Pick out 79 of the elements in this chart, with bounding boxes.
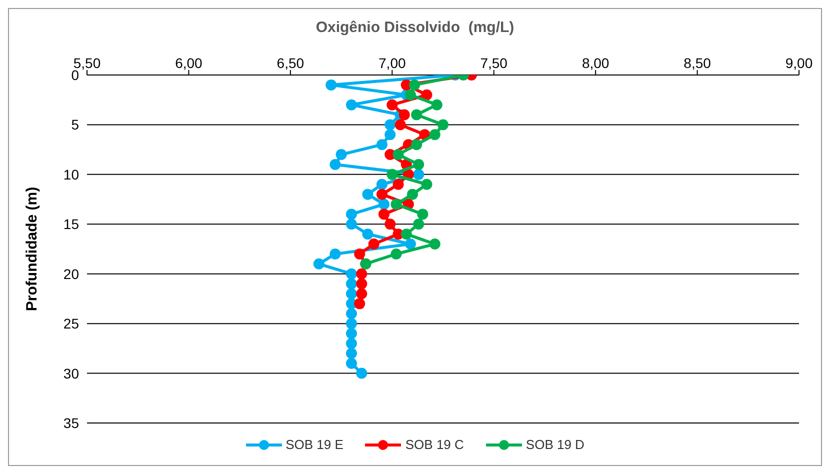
point bbox=[438, 119, 448, 130]
point bbox=[346, 208, 357, 220]
point bbox=[326, 79, 337, 90]
point bbox=[384, 129, 396, 140]
point bbox=[330, 158, 341, 170]
point bbox=[390, 198, 402, 210]
point bbox=[390, 248, 402, 260]
y-tick-label: 10 bbox=[63, 166, 80, 182]
point bbox=[330, 248, 341, 260]
point bbox=[409, 79, 420, 90]
point bbox=[392, 149, 404, 160]
x-tick-label: 8,50 bbox=[684, 55, 712, 71]
point bbox=[356, 278, 368, 290]
x-tick-label: 8,00 bbox=[582, 55, 610, 71]
legend-label: SOB 19 D bbox=[526, 437, 584, 452]
point bbox=[376, 188, 388, 200]
point bbox=[336, 149, 347, 160]
point bbox=[346, 308, 357, 320]
x-axis-title: Oxigênio Dissolvido (mg/L) bbox=[314, 18, 516, 38]
point bbox=[356, 288, 368, 300]
point bbox=[356, 268, 368, 280]
point bbox=[386, 99, 398, 110]
point bbox=[406, 188, 418, 200]
point bbox=[398, 109, 410, 120]
point bbox=[429, 129, 440, 140]
point bbox=[346, 328, 357, 340]
y-tick-label: 35 bbox=[63, 414, 80, 431]
y-tick-label: 5 bbox=[71, 116, 80, 133]
x-tick-label: 7,00 bbox=[378, 55, 406, 71]
point bbox=[431, 99, 442, 110]
point bbox=[394, 119, 406, 130]
point bbox=[417, 208, 428, 220]
y-tick-label: 15 bbox=[63, 216, 80, 232]
x-tick-label: 9,00 bbox=[785, 55, 813, 71]
point bbox=[313, 258, 324, 270]
point bbox=[346, 348, 357, 359]
y-tick-label: 30 bbox=[63, 365, 80, 382]
point bbox=[413, 168, 424, 180]
point bbox=[346, 278, 357, 290]
point bbox=[411, 109, 422, 120]
point bbox=[413, 218, 424, 230]
point bbox=[346, 318, 357, 330]
legend-label: SOB 19 E bbox=[286, 437, 344, 452]
point bbox=[346, 288, 357, 300]
point bbox=[429, 238, 440, 250]
legend-label: SOB 19 C bbox=[405, 437, 464, 452]
point bbox=[362, 228, 374, 240]
point bbox=[421, 89, 432, 100]
point bbox=[346, 99, 357, 110]
point bbox=[368, 238, 380, 250]
point bbox=[356, 368, 368, 379]
x-tick-label: 7,50 bbox=[480, 55, 508, 71]
x-tick-label: 5,50 bbox=[73, 55, 101, 71]
y-tick-label: 20 bbox=[63, 266, 80, 282]
x-tick-label: 6,50 bbox=[276, 55, 304, 71]
point bbox=[354, 298, 366, 310]
point bbox=[346, 268, 357, 280]
point bbox=[378, 208, 390, 220]
point bbox=[346, 218, 357, 230]
point bbox=[386, 168, 398, 180]
point bbox=[362, 188, 374, 200]
point bbox=[384, 119, 396, 130]
point bbox=[392, 178, 404, 190]
point bbox=[400, 228, 412, 240]
point bbox=[404, 238, 416, 250]
point bbox=[413, 158, 424, 170]
point bbox=[411, 139, 422, 150]
point bbox=[376, 139, 388, 150]
point bbox=[346, 358, 357, 369]
point bbox=[421, 178, 432, 190]
y-axis-title: Profundidade (m) bbox=[23, 186, 40, 312]
point bbox=[376, 178, 388, 190]
point bbox=[354, 248, 366, 260]
y-tick-label: 25 bbox=[63, 316, 80, 332]
point bbox=[346, 338, 357, 349]
point bbox=[378, 198, 390, 210]
point bbox=[404, 89, 416, 100]
x-tick-label: 6,00 bbox=[175, 55, 203, 71]
point bbox=[384, 218, 396, 230]
